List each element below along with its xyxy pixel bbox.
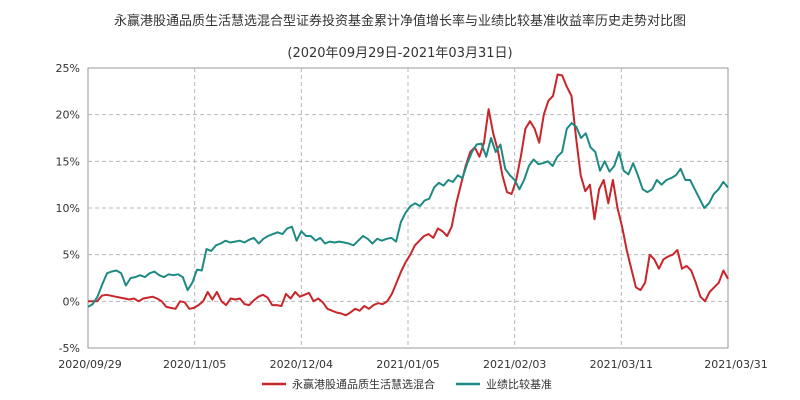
- y-tick-label: -5%: [59, 342, 80, 355]
- y-tick-label: 15%: [56, 155, 80, 168]
- x-tick-label: 2020/09/29: [58, 358, 121, 371]
- y-tick-label: 10%: [56, 202, 80, 215]
- series-line-1: [87, 122, 729, 308]
- y-tick-label: 25%: [56, 62, 80, 75]
- legend-label: 业绩比较基准: [486, 377, 552, 391]
- chart-subtitle: (2020年09月29日-2021年03月31日): [287, 46, 513, 61]
- series-line-0: [88, 73, 729, 317]
- y-tick-label: 0%: [63, 295, 80, 308]
- y-tick-label: 5%: [63, 249, 80, 262]
- x-tick-label: 2020/11/05: [163, 358, 226, 371]
- x-tick-label: 2020/12/04: [270, 358, 333, 371]
- x-tick-label: 2021/03/31: [704, 358, 767, 371]
- y-tick-label: 20%: [56, 109, 80, 122]
- x-tick-label: 2021/01/05: [376, 358, 439, 371]
- x-tick-label: 2021/03/11: [590, 358, 653, 371]
- legend-label: 永赢港股通品质生活慧选混合: [292, 377, 435, 391]
- chart-title: 永赢港股通品质生活慧选混合型证券投资基金累计净值增长率与业绩比较基准收益率历史走…: [113, 14, 686, 29]
- x-tick-label: 2021/02/03: [483, 358, 546, 371]
